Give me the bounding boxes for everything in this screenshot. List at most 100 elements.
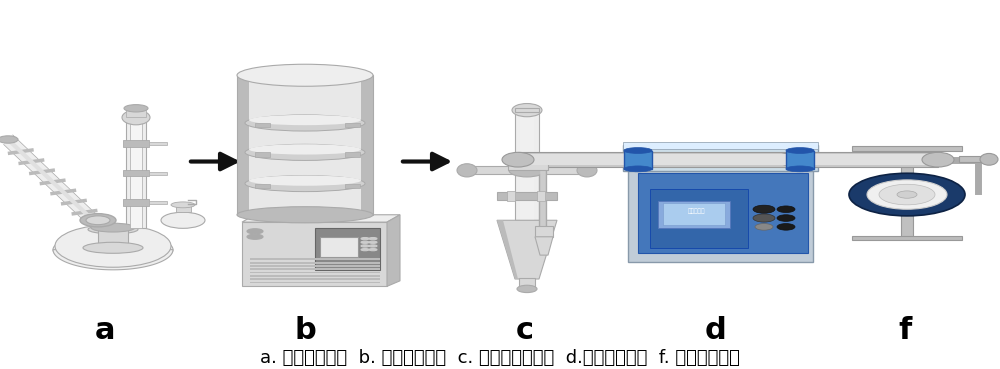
Bar [787,156,855,162]
Ellipse shape [457,164,477,177]
Ellipse shape [91,223,135,232]
Text: b: b [294,316,316,345]
Ellipse shape [237,207,373,223]
Ellipse shape [369,238,377,240]
Bar [176,205,191,212]
Bar [786,151,814,169]
Bar [515,110,539,220]
Ellipse shape [755,224,773,230]
Bar [535,226,553,237]
Bar [250,262,380,263]
Ellipse shape [171,202,195,208]
Ellipse shape [245,115,365,131]
Bar [315,228,380,270]
Bar [255,152,270,157]
Polygon shape [387,215,400,286]
Bar [250,258,380,260]
Polygon shape [535,237,553,255]
Bar [237,75,249,215]
Bar [255,123,270,127]
Text: d: d [704,316,726,345]
Polygon shape [497,220,557,279]
Ellipse shape [245,176,365,192]
Text: c: c [516,316,534,345]
Bar [623,145,818,171]
Ellipse shape [361,249,369,251]
Ellipse shape [753,214,775,222]
Bar [242,222,387,286]
Ellipse shape [361,238,369,240]
Bar [361,75,373,215]
Bar [250,275,380,277]
Ellipse shape [83,242,143,253]
Ellipse shape [753,205,775,213]
Polygon shape [53,250,173,270]
Bar [852,236,962,241]
Circle shape [161,212,205,228]
Bar [345,152,360,157]
Bar [658,201,730,228]
Ellipse shape [249,176,361,186]
Bar [520,110,534,220]
Ellipse shape [249,115,361,125]
Bar [250,278,380,280]
Ellipse shape [88,225,138,234]
Ellipse shape [577,164,597,177]
Circle shape [86,216,110,225]
Bar [320,237,358,257]
Bar [149,172,167,175]
Ellipse shape [778,154,796,165]
Ellipse shape [777,224,795,230]
Bar [638,173,808,253]
Bar [345,183,360,188]
Circle shape [867,180,947,209]
Bar [901,147,913,239]
Bar [237,75,373,215]
Bar [623,142,818,149]
Ellipse shape [369,249,377,251]
Bar [518,152,938,167]
Bar [250,282,380,283]
Ellipse shape [502,152,534,167]
Bar [624,151,652,169]
Ellipse shape [124,105,148,112]
Ellipse shape [369,245,377,247]
Ellipse shape [922,152,954,167]
Ellipse shape [247,229,263,234]
Bar [149,201,167,204]
Polygon shape [497,220,518,279]
Bar [123,170,149,176]
Ellipse shape [0,136,18,143]
Circle shape [897,191,917,198]
Bar [852,146,962,151]
Bar [123,199,149,206]
Bar [959,156,989,162]
Ellipse shape [122,110,150,125]
Bar [126,117,146,228]
Text: a. 共沸精馏装置  b. 冷冻干燥装置  c. 气溶胶雾化装置  d.气溶胶加热炉  f. 材料接收装置: a. 共沸精馏装置 b. 冷冻干燥装置 c. 气溶胶雾化装置 d.气溶胶加热炉 … [260,349,740,367]
Bar [250,272,380,273]
Bar [345,123,360,127]
Ellipse shape [53,233,173,266]
Ellipse shape [517,285,537,293]
Ellipse shape [245,144,365,161]
Ellipse shape [624,166,652,172]
Bar [508,162,548,170]
Ellipse shape [369,241,377,244]
Bar [523,154,933,165]
Bar [237,75,373,215]
Ellipse shape [80,214,116,227]
Polygon shape [242,215,400,222]
Circle shape [849,173,965,216]
Bar [650,189,748,248]
Ellipse shape [777,215,795,221]
Bar [126,108,146,117]
Bar [515,107,539,112]
Bar [149,142,167,145]
Bar [628,169,813,262]
Ellipse shape [786,148,814,154]
Circle shape [879,184,935,205]
Ellipse shape [777,206,795,213]
Ellipse shape [980,154,998,165]
Text: 高温管式炉: 高温管式炉 [687,208,705,214]
